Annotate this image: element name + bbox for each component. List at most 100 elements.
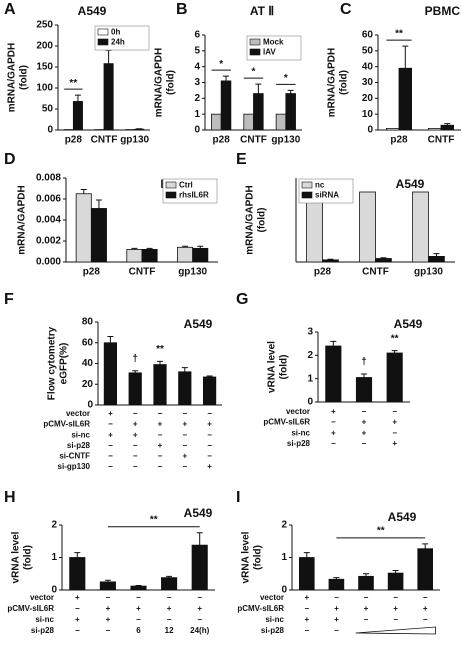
row-cell: − <box>423 593 428 602</box>
row-cell: − <box>75 604 80 613</box>
row-label: vector <box>30 593 54 602</box>
row-cell: − <box>133 462 138 471</box>
y-tick-label: 0.004 <box>36 215 61 226</box>
y-axis-label: (fold) <box>19 65 30 90</box>
row-cell: + <box>331 407 336 416</box>
error-bar <box>135 584 142 587</box>
chart-title: AT Ⅱ <box>250 4 274 18</box>
y-axis-label: mRNA/GAPDH <box>17 185 28 254</box>
x-tick-label: gp130 <box>414 267 443 278</box>
row-cell: − <box>108 462 113 471</box>
bar <box>72 101 83 131</box>
error-bar <box>74 552 81 558</box>
row-cell: − <box>393 593 398 602</box>
row-cell: + <box>304 593 309 602</box>
bar <box>385 128 400 131</box>
row-label: si-CNTF <box>59 452 90 461</box>
row-cell: − <box>108 452 113 461</box>
row-cell: − <box>167 593 172 602</box>
error-bar <box>402 45 409 69</box>
y-tick-label: 0.000 <box>36 257 61 268</box>
row-cell: + <box>108 409 113 418</box>
x-tick-label: p28 <box>213 135 231 146</box>
error-bar <box>80 189 87 194</box>
row-cell: + <box>75 593 80 602</box>
y-tick-label: 2 <box>194 93 200 104</box>
error-bar <box>361 373 367 378</box>
error-bar <box>132 370 139 373</box>
row-cell: − <box>167 615 172 624</box>
row-cell: + <box>167 604 172 613</box>
row-label: vector <box>260 593 284 602</box>
bar <box>134 128 145 131</box>
y-axis-label: (fold) <box>257 208 268 233</box>
y-tick-label: 0 <box>47 125 53 136</box>
bar <box>220 80 232 131</box>
y-axis-label: mRNA/GAPDH <box>245 185 256 254</box>
panel-label: H <box>4 489 16 506</box>
row-label: si-p28 <box>67 441 91 450</box>
y-tick-label: 0.002 <box>36 236 61 247</box>
y-axis-label: (fold) <box>166 70 177 95</box>
y-tick-label: 0 <box>307 397 313 408</box>
row-cell: − <box>133 409 138 418</box>
y-axis-label: vRNA level <box>267 341 278 393</box>
chart-title: A549 <box>394 317 423 331</box>
bar <box>90 208 107 263</box>
bar <box>322 259 339 263</box>
error-bar <box>196 532 203 546</box>
legend-box <box>94 25 150 51</box>
x-tick-label: CNTF <box>362 267 389 278</box>
bar <box>386 352 403 403</box>
row-label: pCMV-sIL6R <box>7 604 54 613</box>
chart-title: A549 <box>184 506 213 520</box>
error-bar <box>380 257 387 259</box>
row-cell: − <box>207 430 212 439</box>
row-cell: + <box>393 604 398 613</box>
annotation: ** <box>156 344 164 355</box>
y-tick-label: 1 <box>51 552 57 563</box>
x-tick-label: gp130 <box>120 135 149 146</box>
bar <box>440 124 455 131</box>
bar <box>375 258 392 263</box>
x-tick-label: p28 <box>65 135 83 146</box>
row-cell: + <box>182 452 187 461</box>
y-axis-label: (fold) <box>23 545 34 570</box>
bar <box>128 372 142 406</box>
error-bar <box>181 367 188 372</box>
legend-swatch <box>249 48 261 56</box>
chart-title: A549 <box>396 177 425 191</box>
dose-wedge <box>355 626 436 635</box>
row-label: vector <box>286 407 310 416</box>
row-cell: + <box>197 604 202 613</box>
bar <box>412 191 429 263</box>
y-tick-label: 60 <box>362 30 374 41</box>
row-cell: + <box>136 604 141 613</box>
row-cell: − <box>207 409 212 418</box>
chart-title: A549 <box>78 4 107 18</box>
error-bar <box>95 199 102 209</box>
row-cell: − <box>392 428 397 437</box>
legend-swatch <box>165 181 177 189</box>
legend-label: 24h <box>111 38 125 47</box>
x-tick-label: CNTF <box>428 135 455 146</box>
panel-label: G <box>236 291 248 308</box>
row-cell: − <box>158 462 163 471</box>
bar <box>161 577 178 591</box>
row-cell: − <box>158 430 163 439</box>
row-cell: + <box>364 604 369 613</box>
row-cell: − <box>392 407 397 416</box>
bar <box>355 377 373 403</box>
row-cell: − <box>133 441 138 450</box>
row-cell: − <box>364 593 369 602</box>
annotation: ** <box>150 514 158 525</box>
bar <box>298 557 315 591</box>
panel-label: A <box>4 1 16 18</box>
bar <box>191 544 208 591</box>
legend-swatch <box>97 28 109 36</box>
row-cell: − <box>331 439 336 448</box>
row-cell: − <box>364 615 369 624</box>
bar <box>328 578 345 591</box>
row-label: si-gp130 <box>58 462 91 471</box>
chart-title: A549 <box>184 317 213 331</box>
